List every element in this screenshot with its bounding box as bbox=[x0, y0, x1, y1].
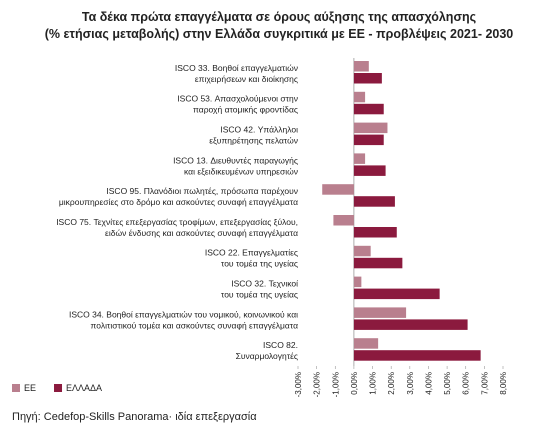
bar bbox=[353, 61, 369, 72]
legend-label: ΕΕ bbox=[24, 383, 36, 393]
bar bbox=[353, 227, 397, 238]
bar bbox=[353, 338, 379, 349]
y-tick-label: ISCO 33. Βοηθοί επαγγελματιών επιχειρήσεω… bbox=[175, 63, 298, 84]
legend-label: ΕΛΛΑΔΑ bbox=[66, 383, 102, 393]
bar bbox=[353, 245, 371, 257]
bar bbox=[353, 103, 384, 115]
x-tick-label: 8,00% bbox=[499, 372, 508, 395]
bar bbox=[353, 91, 366, 103]
legend-swatch bbox=[54, 384, 63, 392]
chart-title: Τα δέκα πρώτα επαγγέλματα σε όρους αύξησ… bbox=[82, 10, 476, 24]
bar bbox=[353, 350, 481, 361]
bar bbox=[353, 134, 384, 146]
y-tick-label: ISCO 95. Πλανόδιοι πωλητές, πρόσωπα παρέ… bbox=[59, 186, 298, 207]
bar bbox=[353, 288, 440, 300]
y-tick-label: ISCO 22. Επαγγελματίες του τομέα της υγεί… bbox=[205, 248, 298, 269]
x-tick-label: 0,00% bbox=[350, 372, 359, 395]
bar bbox=[353, 319, 468, 330]
x-tick-label: 1,00% bbox=[369, 372, 378, 395]
y-tick-label: ISCO 13. Διευθυντές παραγωγής και εξειδικ… bbox=[173, 155, 298, 176]
y-tick-label: ISCO 75. Τεχνίτες επεξεργασίας τροφίμων,… bbox=[56, 217, 298, 238]
y-tick-label: ISCO 32. Τεχνικοί του τομέα της υγείας bbox=[221, 279, 298, 300]
x-tick-label: 3,00% bbox=[406, 372, 415, 395]
bar bbox=[322, 184, 354, 195]
x-tick-label: 7,00% bbox=[480, 372, 489, 395]
bar bbox=[353, 153, 366, 164]
bar bbox=[353, 122, 388, 134]
bar bbox=[353, 196, 395, 207]
bar bbox=[353, 307, 407, 318]
bar bbox=[333, 215, 354, 226]
y-tick-label: ISCO 53. Απασχολούμενοι στην παροχή ατομι… bbox=[177, 94, 298, 115]
legend-swatch bbox=[12, 384, 20, 392]
bar bbox=[353, 73, 382, 84]
chart-subtitle: (% ετήσιας μεταβολής) στην Ελλάδα συγκρι… bbox=[45, 27, 514, 41]
bar bbox=[353, 165, 386, 176]
x-tick-label: -3,00% bbox=[294, 372, 303, 397]
source: Πηγή: Cedefop-Skills Panorama· ιδία επεξ… bbox=[12, 411, 257, 423]
x-tick-label: 6,00% bbox=[462, 372, 471, 395]
x-tick-label: -2,00% bbox=[313, 372, 322, 397]
y-tick-label: ISCO 42. Υπάλληλοι εξυπηρέτησης πελατών bbox=[209, 125, 298, 146]
bar bbox=[353, 257, 403, 269]
y-tick-label: ISCO 34. Βοηθοί επαγγελματιών του νομικο… bbox=[69, 309, 298, 330]
x-tick-label: -1,00% bbox=[331, 372, 340, 397]
x-tick-label: 4,00% bbox=[424, 372, 433, 395]
y-tick-label: ISCO 82. Συναρμολογητές bbox=[236, 340, 298, 361]
x-tick-label: 5,00% bbox=[443, 372, 452, 395]
bar bbox=[353, 276, 362, 288]
x-tick-label: 2,00% bbox=[387, 372, 396, 395]
